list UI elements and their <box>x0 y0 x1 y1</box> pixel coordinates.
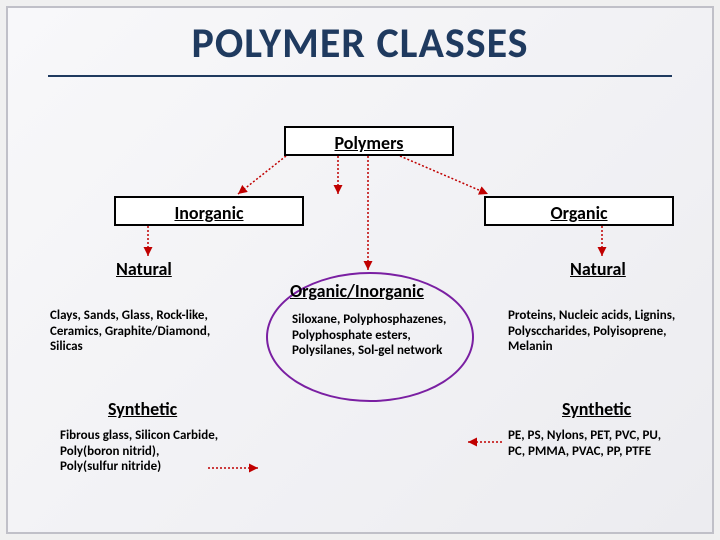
root-box-polymers: Polymers <box>284 126 454 156</box>
desc-inorg_syn: Fibrous glass, Silicon Carbide, Poly(bor… <box>60 428 220 475</box>
label-synthetic_l: Synthetic <box>108 398 177 420</box>
branch-box-organic: Organic <box>484 196 674 226</box>
branch-box-inorganic: Inorganic <box>114 196 304 226</box>
label-synthetic_r: Synthetic <box>562 398 631 420</box>
label-natural_r: Natural <box>570 258 626 280</box>
desc-org_nat: Proteins, Nucleic acids, Lignins, Polysc… <box>508 308 688 355</box>
label-org_inorg: Organic/Inorganic <box>290 280 424 302</box>
desc-org_inorg_desc: Siloxane, Polyphosphazenes, Polyphosphat… <box>292 312 452 359</box>
title-underline <box>48 75 672 77</box>
desc-org_syn: PE, PS, Nylons, PET, PVC, PU, PC, PMMA, … <box>508 428 678 459</box>
root-box-label: Polymers <box>335 132 404 154</box>
page-title: POLYMER CLASSES <box>8 8 712 69</box>
label-natural_l: Natural <box>116 258 172 280</box>
desc-inorg_nat: Clays, Sands, Glass, Rock-like, Ceramics… <box>50 308 230 355</box>
